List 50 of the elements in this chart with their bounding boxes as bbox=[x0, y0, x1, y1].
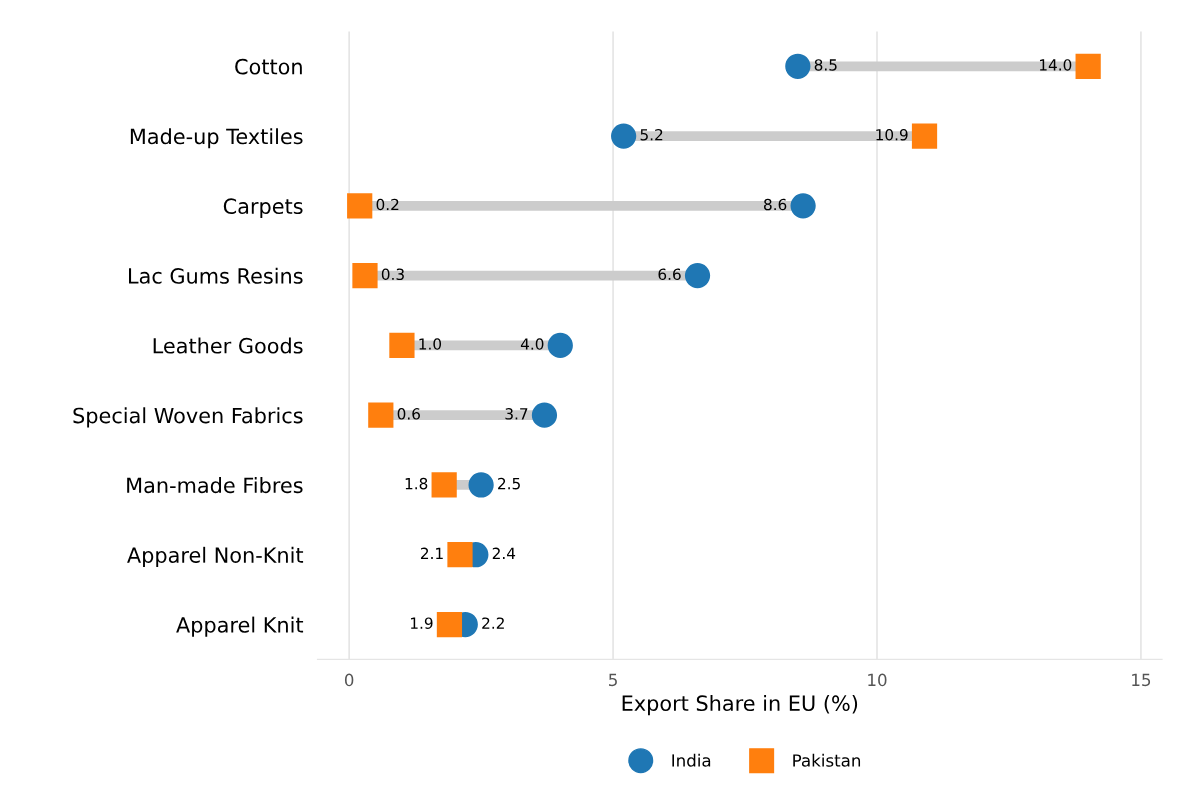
y-tick-label: Apparel Knit bbox=[176, 616, 304, 637]
point bbox=[352, 263, 378, 289]
data-label: 0.6 bbox=[397, 408, 420, 420]
y-tick-label: Man-made Fibres bbox=[127, 477, 303, 494]
y-tick-label: Cotton bbox=[235, 58, 302, 75]
data-label: 14.0 bbox=[1039, 59, 1072, 71]
data-label: 0.3 bbox=[381, 268, 404, 281]
point bbox=[389, 332, 415, 359]
point bbox=[547, 332, 573, 359]
data-label: 2.4 bbox=[492, 547, 516, 559]
point bbox=[611, 123, 637, 149]
point bbox=[436, 611, 463, 638]
point bbox=[347, 193, 373, 219]
point bbox=[368, 402, 394, 428]
data-label: 2.2 bbox=[482, 617, 504, 629]
data-label: 5.2 bbox=[640, 128, 663, 141]
data-label: 2.5 bbox=[498, 477, 520, 490]
point bbox=[785, 53, 811, 79]
y-tick-label: Special Woven Fabrics bbox=[73, 407, 303, 428]
legend-label: Pakistan bbox=[793, 753, 861, 767]
data-label: 1.9 bbox=[410, 617, 433, 629]
x-tick-label: 0 bbox=[344, 673, 354, 687]
x-tick-label: 5 bbox=[609, 673, 617, 687]
data-label: 1.8 bbox=[405, 477, 428, 490]
legend-label: India bbox=[672, 753, 711, 767]
y-tick-label: Apparel Non-Knit bbox=[127, 546, 304, 567]
point bbox=[684, 263, 711, 289]
point bbox=[790, 193, 816, 219]
data-label: 8.5 bbox=[814, 59, 837, 71]
point bbox=[1075, 53, 1101, 79]
data-label: 3.7 bbox=[505, 408, 528, 420]
point bbox=[447, 542, 473, 568]
x-axis-title: Export Share in EU (%) bbox=[622, 694, 858, 716]
data-label: 4.0 bbox=[520, 338, 544, 350]
y-tick-label: Lac Gums Resins bbox=[129, 267, 303, 284]
y-tick-label: Leather Goods bbox=[153, 337, 303, 354]
point bbox=[468, 472, 494, 498]
data-label: 2.1 bbox=[420, 547, 443, 559]
data-label: 8.6 bbox=[764, 198, 787, 211]
x-tick-label: 10 bbox=[868, 673, 887, 687]
point bbox=[431, 472, 457, 498]
y-tick-label: Carpets bbox=[223, 198, 303, 219]
y-tick-label: Made-up Textiles bbox=[130, 128, 303, 149]
data-label: 10.9 bbox=[876, 128, 908, 141]
x-tick-label: 15 bbox=[1132, 673, 1151, 687]
data-label: 1.0 bbox=[419, 338, 442, 350]
point bbox=[911, 123, 938, 149]
point bbox=[531, 402, 558, 428]
data-label: 6.6 bbox=[658, 268, 681, 281]
data-label: 0.2 bbox=[376, 198, 399, 211]
